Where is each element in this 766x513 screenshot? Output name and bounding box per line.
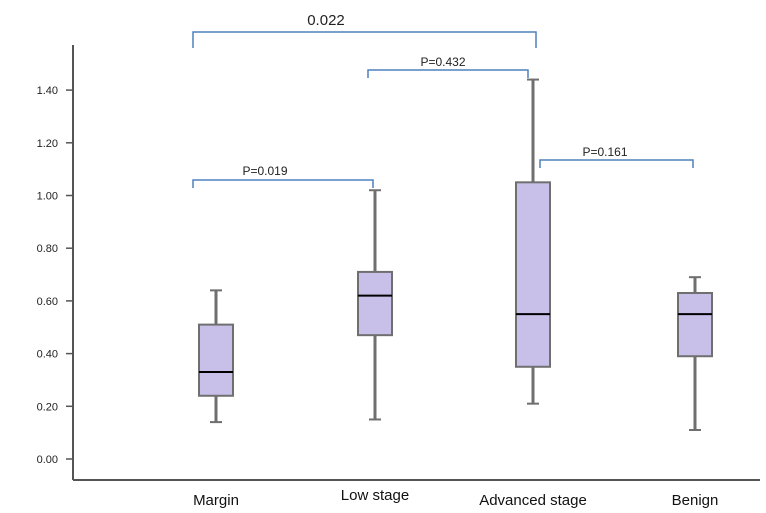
y-tick-label: 1.20: [37, 138, 58, 150]
y-ticks: 0.00 0.20 0.40 0.60 0.80 1.00 1.20 1.40: [37, 85, 73, 466]
x-tick-labels: Margin Low stage Advanced stage Benign: [193, 487, 718, 509]
box-advanced-stage: [515, 78, 551, 405]
bracket-line: [539, 159, 694, 168]
y-tick-label: 0.20: [37, 401, 58, 413]
bracket-low-stage-vs-advanced-stage: P=0.432: [367, 55, 529, 78]
x-tick-label: Low stage: [341, 487, 409, 504]
y-tick-label: 1.00: [37, 191, 58, 203]
p-value-label: P=0.019: [242, 164, 287, 178]
bracket-margin-vs-advanced-stage: 0.022: [192, 12, 537, 48]
bracket-advanced-stage-vs-benign: P=0.161: [539, 145, 694, 168]
axes: [72, 45, 760, 481]
p-value-label: P=0.432: [420, 55, 465, 69]
bracket-line: [367, 69, 529, 78]
iqr-box: [515, 181, 551, 368]
iqr-box: [198, 323, 234, 397]
p-value-label: 0.022: [307, 12, 345, 29]
y-tick-label: 0.60: [37, 296, 58, 308]
y-tick-label: 0.40: [37, 349, 58, 361]
y-tick-label: 0.80: [37, 243, 58, 255]
bracket-margin-vs-low-stage: P=0.019: [192, 164, 374, 188]
x-tick-label: Margin: [193, 492, 239, 509]
p-value-label: P=0.161: [582, 145, 627, 159]
significance-brackets: P=0.019 P=0.432 P=0.161 0.022: [192, 12, 694, 188]
y-tick-label: 0.00: [37, 454, 58, 466]
bracket-line: [192, 179, 374, 188]
x-tick-label: Benign: [672, 492, 719, 509]
x-tick-label: Advanced stage: [479, 492, 587, 509]
box-benign: [677, 276, 713, 432]
iqr-box: [677, 291, 713, 358]
iqr-box: [357, 270, 393, 337]
bracket-line: [192, 31, 537, 48]
y-tick-label: 1.40: [37, 85, 58, 97]
boxes: [198, 78, 713, 432]
box-margin: [198, 289, 234, 424]
box-low-stage: [357, 189, 393, 421]
